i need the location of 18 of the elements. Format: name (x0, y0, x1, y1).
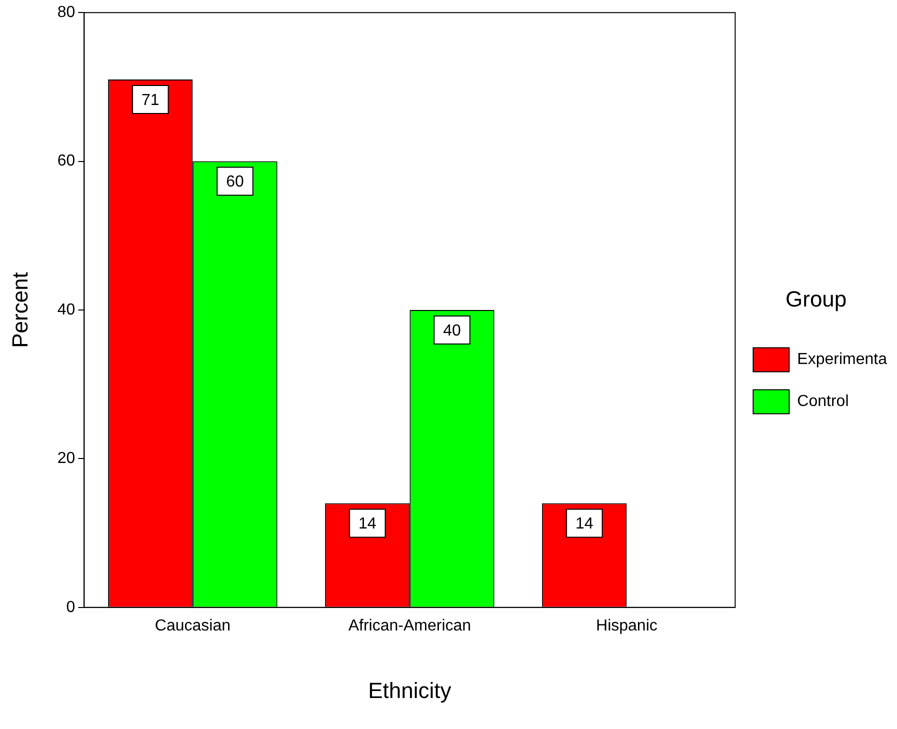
legend-label: Control (797, 393, 849, 410)
y-tick-label: 20 (57, 450, 76, 468)
legend-label: Experimenta (797, 351, 888, 368)
y-tick-label: 40 (57, 301, 76, 318)
x-tick-label: African-American (348, 617, 472, 634)
y-tick-label: 80 (57, 4, 76, 22)
x-tick-label: Hispanic (596, 617, 658, 634)
data-label: 71 (141, 92, 160, 109)
data-label: 40 (443, 322, 461, 340)
y-axis-title: Percent (7, 272, 32, 348)
legend-title: Group (786, 286, 847, 312)
x-tick-label: Caucasian (154, 617, 230, 634)
x-axis-title: Ethnicity (368, 678, 452, 703)
y-tick-label: 60 (57, 152, 76, 170)
data-label: 14 (358, 516, 376, 533)
y-tick-label: 0 (66, 598, 76, 616)
data-label: 60 (226, 174, 244, 191)
data-label: 14 (575, 516, 594, 533)
